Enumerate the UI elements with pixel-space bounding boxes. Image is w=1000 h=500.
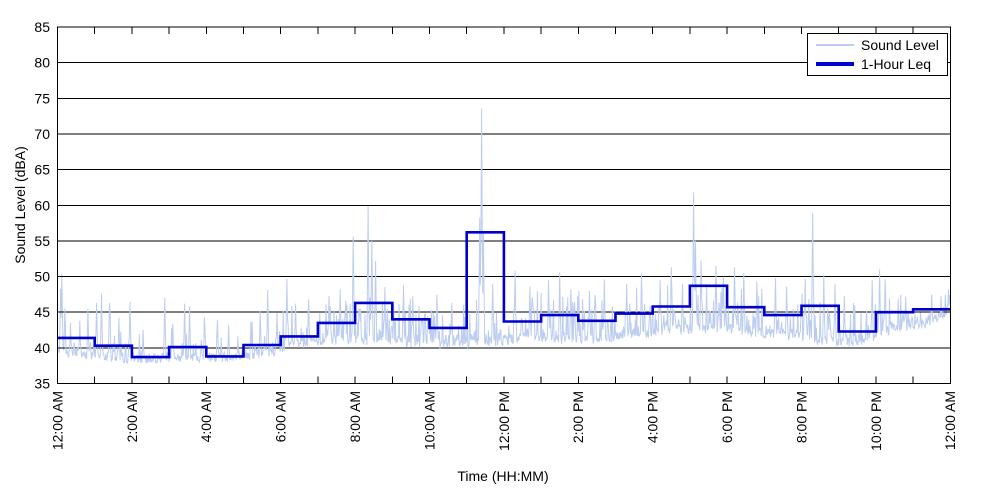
one-hour-leq-line-swatch xyxy=(816,61,854,66)
svg-text:35: 35 xyxy=(34,376,50,392)
x-axis-tick-labels: 12:00 AM 2:00 AM 4:00 AM 6:00 AM 8:00 AM 10:0… xyxy=(49,391,958,451)
sound-level-line-swatch xyxy=(816,44,854,47)
gridlines xyxy=(57,62,951,349)
svg-text:6:00 AM: 6:00 AM xyxy=(273,391,289,442)
svg-text:60: 60 xyxy=(34,197,50,213)
svg-text:55: 55 xyxy=(34,233,50,249)
svg-text:12:00 AM: 12:00 AM xyxy=(942,391,958,450)
svg-text:4:00 AM: 4:00 AM xyxy=(198,391,214,442)
svg-text:10:00 PM: 10:00 PM xyxy=(868,391,884,451)
svg-text:70: 70 xyxy=(34,126,50,142)
svg-text:50: 50 xyxy=(34,269,50,285)
svg-text:8:00 PM: 8:00 PM xyxy=(793,391,809,443)
legend: Sound Level 1-Hour Leq xyxy=(807,33,948,76)
svg-text:8:00 AM: 8:00 AM xyxy=(347,391,363,442)
svg-text:45: 45 xyxy=(34,304,50,320)
svg-text:85: 85 xyxy=(34,19,50,35)
svg-text:10:00 AM: 10:00 AM xyxy=(421,391,437,450)
svg-text:12:00 AM: 12:00 AM xyxy=(49,391,65,450)
legend-label-leq: 1-Hour Leq xyxy=(861,55,932,72)
y-axis-title: Sound Level (dBA) xyxy=(12,146,28,264)
svg-text:75: 75 xyxy=(34,90,50,106)
one-hour-leq-step-line xyxy=(57,231,951,359)
svg-text:6:00 PM: 6:00 PM xyxy=(719,391,735,443)
legend-item-sound-level: Sound Level xyxy=(808,36,947,54)
svg-text:65: 65 xyxy=(34,162,50,178)
legend-item-leq: 1-Hour Leq xyxy=(808,55,947,73)
x-axis-title: Time (HH:MM) xyxy=(457,468,548,484)
svg-text:12:00 PM: 12:00 PM xyxy=(496,391,512,451)
svg-text:4:00 PM: 4:00 PM xyxy=(645,391,661,443)
svg-text:2:00 AM: 2:00 AM xyxy=(124,391,140,442)
svg-text:40: 40 xyxy=(34,340,50,356)
svg-text:2:00 PM: 2:00 PM xyxy=(570,391,586,443)
plot-border xyxy=(57,26,951,384)
legend-label-sound-level: Sound Level xyxy=(861,37,939,54)
y-axis-tick-labels: 35 40 45 50 55 60 65 70 75 80 85 xyxy=(34,19,50,392)
svg-text:80: 80 xyxy=(34,55,50,71)
